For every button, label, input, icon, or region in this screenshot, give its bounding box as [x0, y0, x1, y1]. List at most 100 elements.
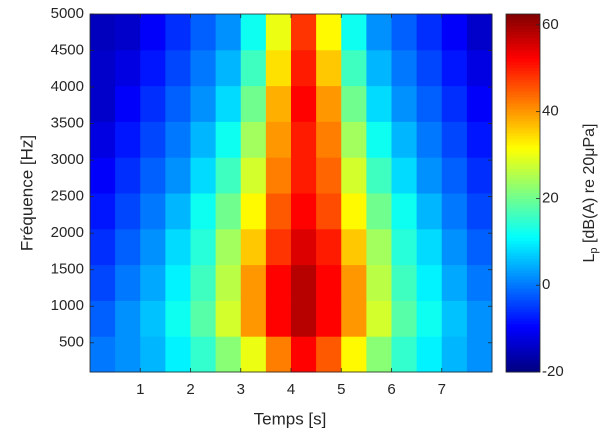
heatmap-cell	[341, 193, 367, 230]
heatmap-cell	[366, 193, 392, 230]
heatmap-cell	[366, 157, 392, 194]
colorbar-swatch	[506, 64, 540, 69]
heatmap-cell	[240, 193, 267, 230]
heatmap-cell	[215, 14, 242, 51]
heatmap-cell	[165, 264, 191, 301]
colorbar-swatch	[506, 76, 540, 81]
heatmap-cell	[215, 264, 242, 301]
colorbar-swatch	[506, 154, 540, 158]
heatmap-cell	[240, 264, 267, 301]
colorbar-swatch	[506, 139, 540, 143]
heatmap-cell	[441, 193, 468, 230]
heatmap-cell	[316, 300, 342, 337]
heatmap-cell	[140, 49, 166, 87]
colorbar-swatch	[506, 43, 540, 48]
colorbar-swatch	[506, 169, 540, 173]
heatmap-cell	[140, 157, 166, 194]
heatmap-cell	[115, 300, 141, 337]
colorbar-swatch	[506, 190, 540, 194]
heatmap-cell	[466, 49, 493, 87]
heatmap-cell	[115, 121, 141, 158]
heatmap-cell	[90, 49, 116, 87]
heatmap-cell	[240, 336, 267, 373]
colorbar-swatch	[506, 100, 540, 104]
colorbar-swatch	[506, 360, 540, 364]
heatmap-cell	[366, 49, 392, 87]
heatmap-cell	[391, 14, 418, 51]
colorbar-tick-label: 0	[542, 276, 550, 293]
colorbar-swatch	[506, 82, 540, 87]
heatmap-cell	[291, 264, 317, 301]
heatmap-cell	[316, 228, 342, 266]
heatmap-cell	[316, 264, 342, 301]
colorbar-swatch	[506, 166, 540, 170]
colorbar-swatch	[506, 79, 540, 84]
heatmap-cell	[416, 264, 443, 301]
heatmap-cell	[416, 336, 443, 373]
heatmap-cell	[441, 264, 468, 301]
colorbar-swatch	[506, 330, 540, 334]
x-tick-label: 7	[438, 381, 446, 398]
colorbar-swatch	[506, 118, 540, 122]
colorbar-swatch	[506, 70, 540, 75]
colorbar-tick-label: 60	[542, 16, 559, 33]
heatmap-cell	[341, 14, 367, 51]
heatmap-cell	[115, 228, 141, 266]
heatmap-cell	[441, 14, 468, 51]
colorbar-swatch	[506, 109, 540, 113]
colorbar-swatch	[506, 178, 540, 182]
colorbar-swatch	[506, 336, 540, 340]
colorbar-swatch	[506, 252, 540, 257]
heatmap-cell	[466, 264, 493, 301]
heatmap-cell	[265, 228, 292, 266]
heatmap-cell	[265, 49, 292, 87]
heatmap-cell	[441, 300, 468, 337]
colorbar-swatch	[506, 97, 540, 102]
colorbar-swatch	[506, 207, 540, 212]
heatmap-cell	[90, 336, 116, 373]
colorbar-swatch	[506, 136, 540, 140]
colorbar-tick-label: 20	[542, 189, 559, 206]
heatmap-cell	[140, 193, 166, 230]
heatmap-cell	[140, 121, 166, 158]
heatmap-cell	[240, 300, 267, 337]
colorbar-swatch	[506, 297, 540, 301]
colorbar-label-sub: p	[588, 247, 600, 253]
colorbar-swatch	[506, 294, 540, 298]
heatmap-cell	[90, 300, 116, 337]
heatmap-cell	[90, 264, 116, 301]
heatmap-cell	[291, 300, 317, 337]
colorbar-swatch	[506, 127, 540, 131]
colorbar-swatch	[506, 219, 540, 224]
colorbar-swatch	[506, 145, 540, 149]
heatmap-cell	[215, 157, 242, 194]
colorbar-swatch	[506, 243, 540, 248]
colorbar-swatch	[506, 175, 540, 179]
colorbar-swatch	[506, 142, 540, 146]
heatmap-cell	[240, 157, 267, 194]
heatmap-cell	[391, 157, 418, 194]
heatmap-cell	[341, 157, 367, 194]
colorbar-swatch	[506, 172, 540, 176]
heatmap-cell	[190, 49, 217, 87]
heatmap-cell	[416, 157, 443, 194]
colorbar-swatch	[506, 225, 540, 230]
heatmap-cell	[165, 14, 191, 51]
heatmap-cell	[416, 49, 443, 87]
colorbar-swatch	[506, 270, 540, 275]
heatmap-cell	[391, 121, 418, 158]
heatmap-cell	[265, 264, 292, 301]
heatmap-cell	[265, 157, 292, 194]
colorbar-swatch	[506, 46, 540, 51]
y-tick-label: 4000	[51, 78, 84, 95]
heatmap-cell	[316, 49, 342, 87]
heatmap-cell	[466, 157, 493, 194]
colorbar-swatch	[506, 285, 540, 289]
heatmap-cell	[316, 85, 342, 122]
heatmap-cell	[441, 228, 468, 266]
colorbar-swatch	[506, 187, 540, 191]
x-tick-label: 1	[136, 381, 144, 398]
heatmap-cell	[190, 300, 217, 337]
colorbar-swatch	[506, 151, 540, 155]
colorbar-swatch	[506, 37, 540, 42]
